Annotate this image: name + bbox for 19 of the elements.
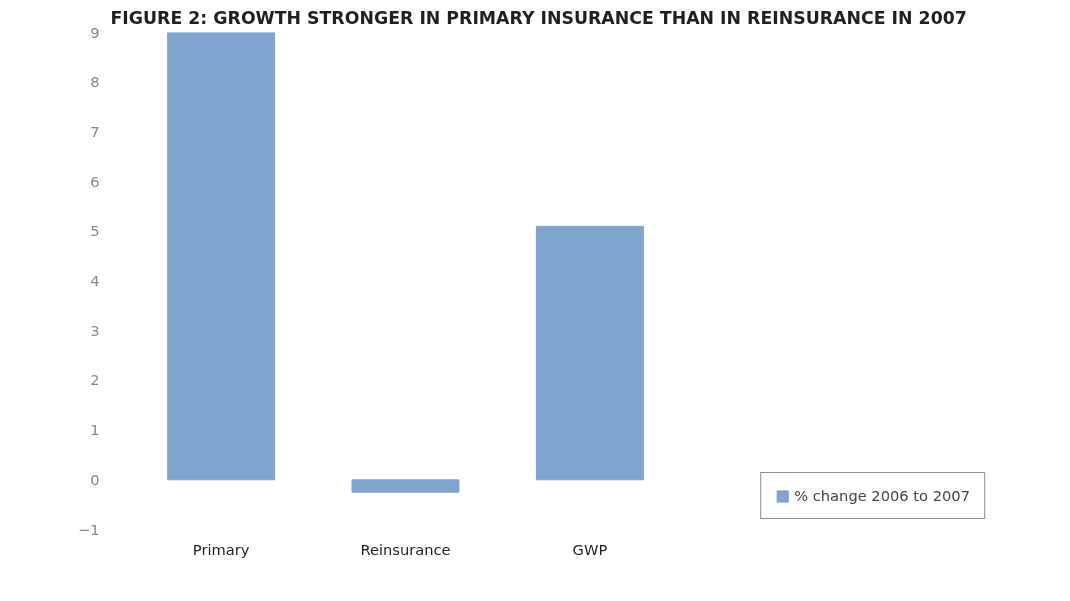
bar: [351, 479, 460, 493]
x-tick-label: Reinsurance: [360, 540, 451, 558]
y-tick-label: 9: [90, 23, 100, 41]
y-tick-label: 4: [90, 272, 100, 289]
y-tick-label: −1: [77, 520, 100, 538]
bar: [167, 32, 276, 481]
x-tick-label: Primary: [192, 540, 250, 558]
y-tick-label: 6: [90, 172, 100, 190]
y-tick-label: 7: [90, 122, 100, 140]
bar: [535, 225, 644, 481]
y-tick-label: 1: [90, 421, 100, 439]
x-tick-label: GWP: [572, 540, 608, 558]
y-tick-label: 2: [90, 371, 100, 389]
y-tick-label: 0: [90, 470, 100, 488]
y-tick-label: 3: [90, 321, 100, 339]
y-tick-label: 8: [90, 73, 100, 91]
chart-title: FIGURE 2: GROWTH STRONGER IN PRIMARY INSURANCE THAN IN REINSURANCE IN 2007: [110, 7, 967, 28]
y-tick-label: 5: [90, 222, 100, 240]
legend-label: % change 2006 to 2007: [794, 487, 970, 504]
